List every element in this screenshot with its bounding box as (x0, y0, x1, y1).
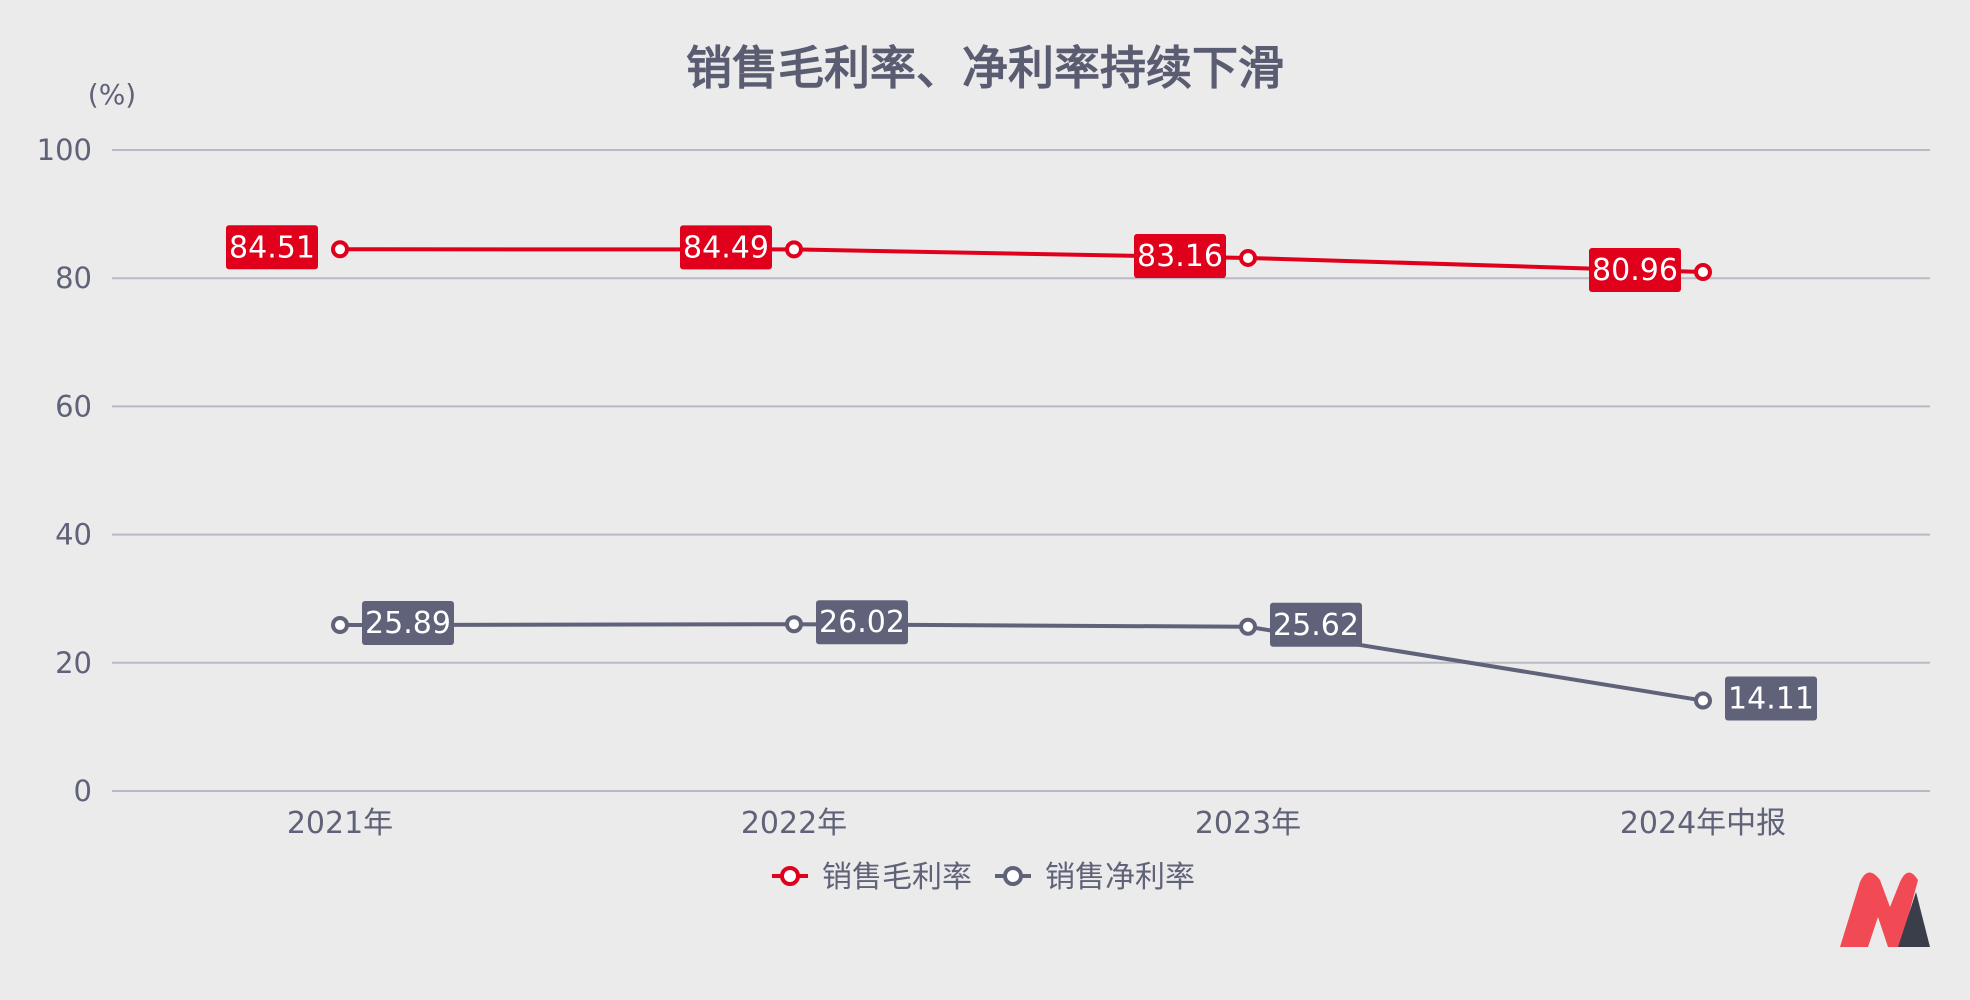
data-point (1694, 263, 1712, 282)
data-label-box (1270, 602, 1362, 647)
data-point (785, 615, 803, 634)
x-tick-label: 2024年中报 (1620, 806, 1786, 841)
x-tick-label: 2021年 (287, 806, 393, 841)
data-label-box (680, 225, 772, 270)
y-tick-label: 100 (37, 133, 92, 167)
y-tick-label: 0 (74, 774, 92, 808)
chart-title: 销售毛利率、净利率持续下滑 (686, 41, 1284, 95)
brand-logo (1840, 872, 1930, 947)
y-tick-label: 40 (55, 518, 92, 552)
series-line (339, 247, 1704, 275)
grid-lines (112, 149, 1930, 792)
data-point (1239, 248, 1257, 267)
data-point (1694, 691, 1712, 710)
data-label: 26.02 (819, 605, 905, 640)
data-label-box (1725, 676, 1817, 721)
data-label: 25.89 (365, 606, 451, 641)
data-label: 84.51 (229, 230, 315, 265)
legend-label: 销售毛利率 (822, 860, 972, 895)
data-label-box (226, 225, 318, 270)
series-2: 25.89 26.02 25.62 14.11 (331, 600, 1817, 721)
series-1: 84.51 84.49 83.16 80.96 (226, 225, 1712, 293)
legend-item: 销售毛利率 (772, 860, 972, 895)
legend-label: 销售净利率 (1045, 860, 1195, 895)
x-axis-ticks: 2021年 2022年 2023年 2024年中报 (287, 806, 1786, 841)
legend-item: 销售净利率 (995, 860, 1195, 895)
data-label: 84.49 (683, 230, 769, 265)
x-tick-label: 2022年 (741, 806, 847, 841)
legend-marker (1003, 866, 1023, 886)
data-label: 14.11 (1728, 682, 1814, 717)
series-layer: 84.51 84.49 83.16 80.96 25.89 26.02 25.62 14.11 (226, 225, 1817, 721)
data-label-box (1589, 248, 1681, 293)
y-tick-label: 80 (55, 261, 92, 295)
y-tick-label: 20 (55, 646, 92, 680)
x-tick-label: 2023年 (1195, 806, 1301, 841)
y-axis-unit-label: (%) (88, 78, 136, 111)
data-label: 25.62 (1273, 608, 1359, 643)
data-point (331, 616, 349, 635)
data-label-box (1134, 233, 1226, 278)
legend: 销售毛利率 销售净利率 (772, 860, 1195, 895)
legend-marker (780, 866, 800, 886)
series-line (339, 622, 1704, 703)
data-label: 83.16 (1137, 239, 1223, 274)
data-point (785, 240, 803, 259)
y-tick-label: 60 (55, 389, 92, 423)
y-axis-ticks: 0 20 40 60 80 100 (37, 133, 92, 808)
data-label-box (816, 600, 908, 645)
logo-dark-stroke (1898, 892, 1930, 947)
data-point (331, 240, 349, 259)
data-label: 80.96 (1592, 253, 1678, 288)
data-label-box (362, 601, 454, 646)
data-point (1239, 617, 1257, 636)
logo-red-stroke (1840, 872, 1918, 947)
